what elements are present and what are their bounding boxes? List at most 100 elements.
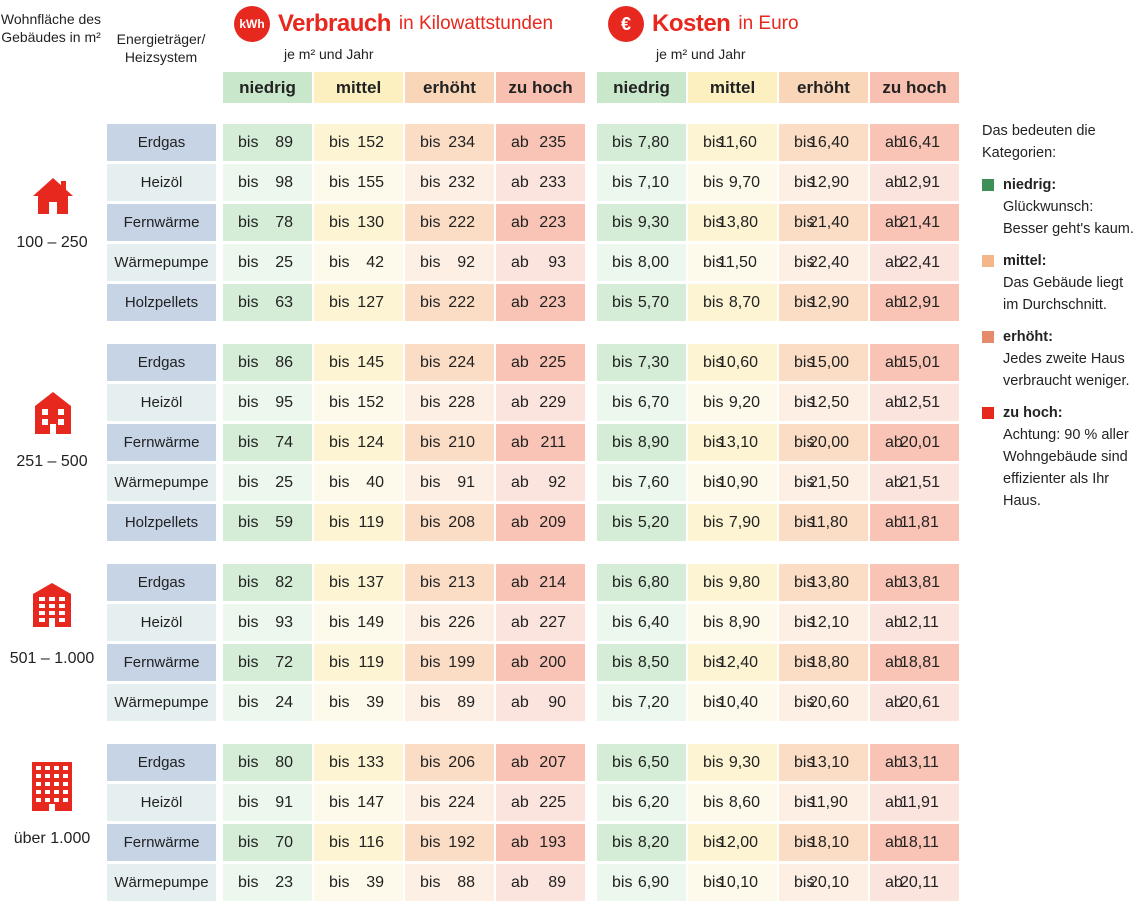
cell-value: 86 — [275, 353, 293, 371]
cell-value: 224 — [448, 793, 475, 811]
cell-prefix: bis — [794, 513, 815, 531]
consumption-cell: ab 92 — [496, 464, 585, 501]
cell-value: 89 — [457, 693, 475, 711]
cell-prefix: ab — [885, 353, 903, 371]
cell-prefix: ab — [885, 213, 903, 231]
consumption-cell: ab 193 — [496, 824, 585, 861]
cell-prefix: bis — [238, 433, 259, 451]
cell-prefix: bis — [238, 753, 259, 771]
cell-value: 8,70 — [728, 293, 760, 311]
cell-value: 42 — [366, 253, 384, 271]
cell-prefix: bis — [612, 613, 633, 631]
cell-prefix: bis — [703, 473, 724, 491]
cell-prefix: bis — [612, 833, 633, 851]
cell-value: 210 — [448, 433, 475, 451]
costs-header: € Kosten in Euro je m² und Jahr — [608, 6, 799, 62]
cell-prefix: bis — [703, 253, 724, 271]
cost-cell: ab 12,91 — [870, 284, 959, 321]
cost-cell: bis 10,10 — [688, 864, 777, 901]
cell-prefix: bis — [612, 133, 633, 151]
cost-cell: bis 20,10 — [779, 864, 868, 901]
cell-value: 13,80 — [809, 573, 850, 591]
cell-value: 222 — [448, 293, 475, 311]
cell-value: 20,00 — [809, 433, 850, 451]
cell-prefix: ab — [511, 173, 529, 191]
cell-prefix: bis — [420, 573, 441, 591]
cost-cell: bis 13,80 — [688, 204, 777, 241]
cell-value: 9,70 — [728, 173, 760, 191]
cost-cell: bis 21,40 — [779, 204, 868, 241]
cost-cell: bis 8,90 — [688, 604, 777, 641]
consumption-header: kWh Verbrauch in Kilowattstunden je m² u… — [234, 6, 553, 62]
cell-prefix: bis — [420, 873, 441, 891]
consumption-cell: bis 222 — [405, 284, 494, 321]
cell-prefix: bis — [238, 253, 259, 271]
energy-type-label: Fernwärme — [107, 644, 216, 681]
cell-prefix: bis — [794, 793, 815, 811]
consumption-cell: bis 192 — [405, 824, 494, 861]
cell-prefix: bis — [420, 473, 441, 491]
cell-value: 9,80 — [728, 573, 760, 591]
consumption-cell: bis 78 — [223, 204, 312, 241]
cell-value: 8,50 — [637, 653, 669, 671]
cost-cell: ab 22,41 — [870, 244, 959, 281]
cell-prefix: ab — [885, 613, 903, 631]
cell-value: 16,41 — [900, 133, 941, 151]
cell-prefix: ab — [885, 253, 903, 271]
cell-prefix: bis — [612, 653, 633, 671]
cell-value: 222 — [448, 213, 475, 231]
cost-cell: ab 18,11 — [870, 824, 959, 861]
cell-prefix: bis — [238, 293, 259, 311]
consumption-cell: bis 133 — [314, 744, 403, 781]
consumption-cell: bis 224 — [405, 784, 494, 821]
consumption-cell: bis 39 — [314, 684, 403, 721]
cell-prefix: bis — [420, 393, 441, 411]
consumption-cell: ab 235 — [496, 124, 585, 161]
consumption-cell: ab 223 — [496, 284, 585, 321]
cell-prefix: bis — [703, 613, 724, 631]
cost-cell: bis 21,50 — [779, 464, 868, 501]
cell-value: 90 — [548, 693, 566, 711]
cell-value: 21,51 — [900, 473, 941, 491]
legend-item-title: zu hoch: — [982, 402, 1142, 424]
cell-value: 40 — [366, 473, 384, 491]
cell-value: 11,60 — [718, 133, 757, 151]
cell-prefix: bis — [612, 573, 633, 591]
costs-col-zu-hoch: zu hoch — [870, 72, 959, 103]
cell-prefix: ab — [885, 473, 903, 491]
cost-cell: bis 10,40 — [688, 684, 777, 721]
energy-type-label: Erdgas — [107, 744, 216, 781]
cost-cell: ab 11,91 — [870, 784, 959, 821]
consumption-cell: bis 147 — [314, 784, 403, 821]
consumption-cell: bis 224 — [405, 344, 494, 381]
consumption-cell: ab 89 — [496, 864, 585, 901]
cost-cell: bis 8,90 — [597, 424, 686, 461]
cell-prefix: bis — [612, 753, 633, 771]
cost-cell: bis 6,70 — [597, 384, 686, 421]
consumption-cell: bis 127 — [314, 284, 403, 321]
cell-value: 226 — [448, 613, 475, 631]
cell-value: 18,10 — [809, 833, 850, 851]
cost-cell: bis 9,20 — [688, 384, 777, 421]
cell-value: 10,90 — [718, 473, 759, 491]
cell-prefix: bis — [612, 293, 633, 311]
consumption-cell: bis 222 — [405, 204, 494, 241]
consumption-col-zu-hoch: zu hoch — [496, 72, 585, 103]
cell-value: 208 — [448, 513, 475, 531]
energy-type-label: Holzpellets — [107, 504, 216, 541]
consumption-cell: bis 39 — [314, 864, 403, 901]
cell-prefix: bis — [612, 213, 633, 231]
euro-badge-icon: € — [608, 6, 644, 42]
cost-cell: ab 21,51 — [870, 464, 959, 501]
cell-prefix: bis — [703, 653, 724, 671]
cell-prefix: bis — [794, 873, 815, 891]
cell-prefix: bis — [238, 653, 259, 671]
cost-cell: bis 12,40 — [688, 644, 777, 681]
cell-prefix: bis — [420, 173, 441, 191]
consumption-cell: bis 98 — [223, 164, 312, 201]
cost-cell: bis 10,90 — [688, 464, 777, 501]
cell-value: 11,80 — [809, 513, 848, 531]
cost-cell: ab 13,81 — [870, 564, 959, 601]
costs-title: Kosten — [652, 10, 731, 37]
legend-item-text: Achtung: 90 % aller Wohngebäude sind eff… — [1003, 427, 1129, 509]
